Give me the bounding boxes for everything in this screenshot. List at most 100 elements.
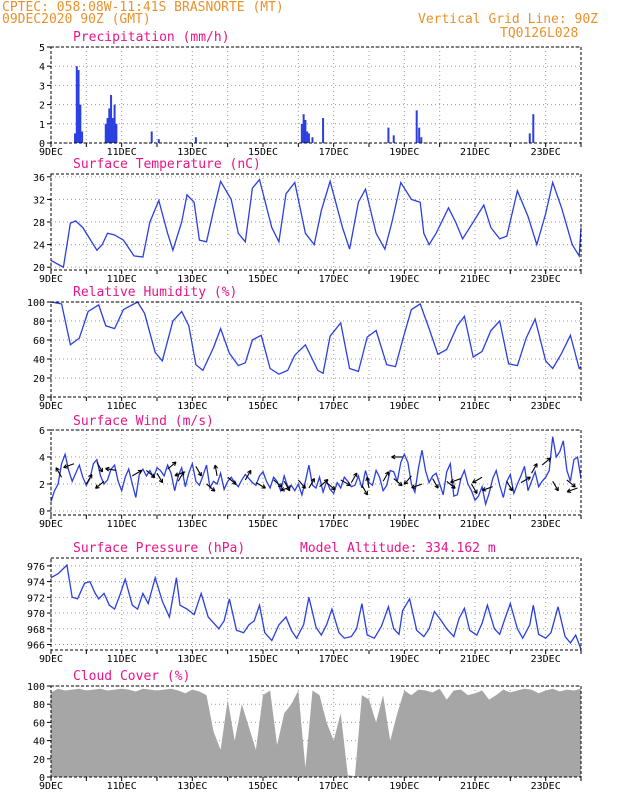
panel-title: Relative Humidity (%) xyxy=(73,285,237,300)
panel-title: Precipitation (mm/h) xyxy=(73,30,230,45)
wind-arrow-head xyxy=(247,469,252,475)
wind-arrow xyxy=(206,483,216,492)
x-tick-label: 9DEC xyxy=(39,781,63,792)
wind-arrow xyxy=(244,470,252,481)
wind-arrow xyxy=(506,480,513,492)
wind-arrow xyxy=(63,463,75,469)
precip-bar xyxy=(387,127,390,143)
precip-bar xyxy=(115,123,118,143)
x-tick-label: 11DEC xyxy=(107,147,137,158)
wind-arrow xyxy=(273,479,283,488)
wind-arrow-head xyxy=(411,484,416,489)
panel-frame xyxy=(50,685,582,778)
x-tick-label: 17DEC xyxy=(319,401,349,412)
y-tick-label: 28 xyxy=(33,218,45,229)
wind-arrow xyxy=(350,472,358,483)
wind-arrow-head xyxy=(105,466,110,472)
precip-bar xyxy=(79,104,82,143)
wind-arrow xyxy=(167,461,177,470)
y-tick-label: 974 xyxy=(27,578,45,589)
wind-arrow xyxy=(552,480,559,492)
y-tick-label: 20 xyxy=(33,263,45,274)
series-line xyxy=(50,563,582,650)
wind-arrow xyxy=(411,483,423,489)
x-tick-label: 23DEC xyxy=(531,654,561,665)
x-tick-label: 15DEC xyxy=(248,147,278,158)
wind-arrow xyxy=(174,471,186,477)
x-tick-label: 11DEC xyxy=(107,401,137,412)
panel-title: Surface Temperature (nC) xyxy=(73,157,261,172)
y-tick-label: 0 xyxy=(39,393,45,404)
x-tick-label: 19DEC xyxy=(389,147,419,158)
y-tick-label: 60 xyxy=(33,336,45,347)
wind-arrow-head xyxy=(280,487,285,492)
x-tick-label: 21DEC xyxy=(460,781,490,792)
wind-arrows xyxy=(55,454,578,496)
y-tick-label: 0 xyxy=(39,139,45,150)
x-tick-label: 19DEC xyxy=(389,274,419,285)
y-tick-label: 4 xyxy=(39,62,45,73)
wind-arrow xyxy=(131,469,143,477)
panel-4 xyxy=(47,429,582,519)
wind-arrow-head xyxy=(171,461,177,466)
wind-arrow-head xyxy=(526,476,531,481)
wind-arrow xyxy=(195,466,202,477)
panel-frame xyxy=(50,46,582,144)
wind-arrow-head xyxy=(98,467,103,473)
wind-arrow-head xyxy=(55,467,60,472)
wind-arrow xyxy=(255,482,266,489)
precip-bar xyxy=(300,123,303,143)
panel-title: Surface Pressure (hPa) xyxy=(73,541,245,556)
wind-arrow xyxy=(326,482,336,491)
wind-arrow-head xyxy=(508,486,513,492)
panel-1 xyxy=(47,46,582,147)
wind-arrow-head xyxy=(158,478,164,484)
x-tick-label: 13DEC xyxy=(177,654,207,665)
wind-arrow-head xyxy=(384,471,390,476)
precip-bar xyxy=(415,110,418,143)
x-tick-label: 19DEC xyxy=(389,519,419,530)
wind-arrow-head xyxy=(88,473,93,479)
wind-arrow-head xyxy=(451,484,456,489)
wind-arrow-head xyxy=(363,490,368,496)
wind-arrow xyxy=(520,476,531,484)
y-tick-label: 968 xyxy=(27,625,45,636)
x-tick-label: 21DEC xyxy=(460,654,490,665)
y-tick-label: 80 xyxy=(33,700,45,711)
wind-arrow xyxy=(382,471,390,482)
wind-arrow-head xyxy=(365,476,371,482)
y-tick-label: 2 xyxy=(39,480,45,491)
wind-arrow-head xyxy=(95,484,100,489)
y-tick-label: 2 xyxy=(39,101,45,112)
precip-bar xyxy=(194,137,197,143)
wind-arrow-head xyxy=(213,464,219,469)
x-tick-label: 17DEC xyxy=(319,519,349,530)
x-tick-label: 21DEC xyxy=(460,147,490,158)
wind-arrow xyxy=(319,479,329,488)
wind-arrow xyxy=(55,467,63,478)
y-tick-label: 1 xyxy=(39,120,45,131)
precip-bar xyxy=(306,131,309,143)
panel-title: Surface Wind (m/s) xyxy=(73,414,214,429)
wind-arrow-head xyxy=(481,487,487,492)
precip-bar xyxy=(81,131,84,143)
wind-arrow xyxy=(470,483,478,494)
wind-arrow xyxy=(393,478,403,487)
header-date: 09DEC2020 90Z (GMT) xyxy=(2,12,151,27)
x-tick-label: 21DEC xyxy=(460,401,490,412)
x-tick-label: 21DEC xyxy=(460,519,490,530)
wind-arrow xyxy=(472,476,483,484)
series-line xyxy=(50,436,582,507)
precip-bar xyxy=(108,108,111,143)
x-tick-label: 9DEC xyxy=(39,147,63,158)
wind-arrow-head xyxy=(450,478,455,484)
precip-bar xyxy=(150,131,153,143)
wind-arrow-head xyxy=(434,484,439,489)
cloud-cover-area xyxy=(51,688,581,777)
wind-arrow xyxy=(280,486,292,491)
x-tick-label: 17DEC xyxy=(319,274,349,285)
wind-arrow xyxy=(566,487,578,493)
panel-frame xyxy=(50,301,582,398)
precip-bar xyxy=(528,133,531,143)
y-tick-label: 36 xyxy=(33,173,45,184)
